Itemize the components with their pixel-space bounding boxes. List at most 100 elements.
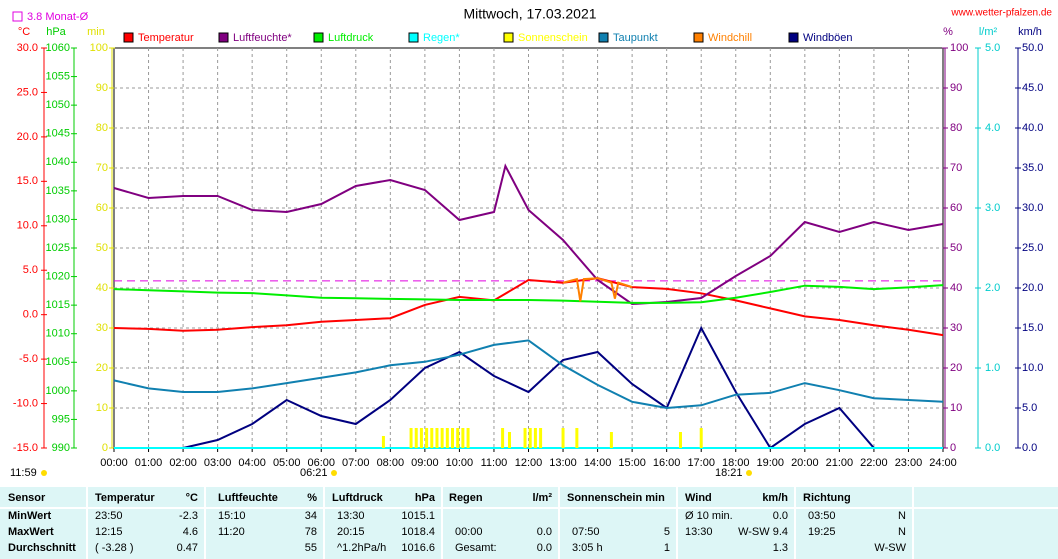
y-tick-label: 1015 [46, 299, 70, 311]
x-tick-label: 10:00 [446, 457, 474, 469]
sunshine-bar [501, 428, 505, 448]
y-tick-label: 5.0 [985, 42, 1000, 54]
table-header-cell [325, 487, 441, 507]
axis-unit: % [943, 26, 953, 38]
table-header: Regen [449, 492, 483, 504]
reference-legend-box [12, 11, 23, 22]
x-tick-label: 18:00 [722, 457, 750, 469]
axis-unit: l/m² [979, 26, 998, 38]
y-tick-label: 30.0 [17, 42, 38, 54]
table-header-cell [678, 487, 794, 507]
table-header: Luftdruck [332, 492, 384, 504]
y-tick-label: 80 [950, 122, 962, 134]
y-tick-label: 1005 [46, 356, 70, 368]
x-tick-label: 06:00 [307, 457, 335, 469]
table-cell: 0.47 [177, 542, 198, 554]
y-tick-label: 40.0 [1022, 122, 1043, 134]
table-cell: 13:30 [685, 526, 713, 538]
y-tick-label: 60 [96, 202, 108, 214]
y-tick-label: 45.0 [1022, 82, 1043, 94]
table-cell: 1016.6 [401, 542, 435, 554]
x-tick-label: 23:00 [895, 457, 923, 469]
sunshine-bar [523, 428, 527, 448]
y-tick-label: 25.0 [17, 86, 38, 98]
x-tick-label: 15:00 [618, 457, 646, 469]
y-tick-label: 5.0 [1022, 402, 1037, 414]
sunshine-bar [409, 428, 413, 448]
sunrise-time: 06:21 [300, 467, 328, 479]
y-tick-label: 60 [950, 202, 962, 214]
y-tick-label: 40 [96, 282, 108, 294]
legend-swatch [788, 32, 799, 43]
table-cell: -2.3 [179, 510, 198, 522]
x-tick-label: 22:00 [860, 457, 888, 469]
series-line [113, 163, 944, 306]
y-tick-label: 35.0 [1022, 162, 1043, 174]
table-cell: W-SW [874, 542, 906, 554]
legend-swatch [598, 32, 609, 43]
y-tick-label: 15.0 [17, 175, 38, 187]
x-tick-label: 07:00 [342, 457, 370, 469]
y-tick-label: 0 [102, 442, 108, 454]
y-tick-label: 1.0 [985, 362, 1000, 374]
x-tick-label: 04:00 [238, 457, 266, 469]
table-body-cell [796, 509, 912, 559]
x-tick-label: 09:00 [411, 457, 439, 469]
table-cell: 11:20 [218, 526, 245, 538]
table-header: °C [186, 492, 198, 504]
axis-unit: °C [18, 26, 30, 38]
y-tick-label: 1030 [46, 213, 70, 225]
y-tick-label: 90 [950, 82, 962, 94]
x-tick-label: 00:00 [100, 457, 128, 469]
y-tick-label: 40 [950, 282, 962, 294]
y-tick-label: 0 [950, 442, 956, 454]
x-tick-label: 08:00 [377, 457, 405, 469]
x-tick-label: 12:00 [515, 457, 543, 469]
sunshine-bar [575, 428, 579, 448]
table-header: hPa [415, 492, 436, 504]
table-cell: 07:50 [572, 526, 600, 538]
y-tick-label: 4.0 [985, 122, 1000, 134]
sun-icon [331, 470, 337, 476]
sunshine-bar [440, 428, 444, 448]
x-tick-label: 24:00 [929, 457, 957, 469]
y-tick-label: 995 [52, 413, 70, 425]
y-tick-label: 20 [96, 362, 108, 374]
x-tick-label: 05:00 [273, 457, 301, 469]
y-tick-label: 70 [96, 162, 108, 174]
sunshine-bar [456, 428, 460, 448]
table-cell: 1 [664, 542, 670, 554]
y-tick-label: 3.0 [985, 202, 1000, 214]
y-tick-label: 0.0 [23, 309, 38, 321]
y-tick-label: 50 [950, 242, 962, 254]
x-tick-label: 16:00 [653, 457, 681, 469]
table-body-cell [678, 509, 794, 559]
axis-unit: hPa [46, 26, 66, 38]
table-body-cell [0, 509, 86, 559]
table-header-cell [914, 487, 1058, 507]
y-tick-label: 1000 [46, 385, 70, 397]
y-tick-label: 1035 [46, 185, 70, 197]
y-tick-label: 30.0 [1022, 202, 1043, 214]
sunshine-bar [539, 428, 543, 448]
sunshine-bar [425, 428, 429, 448]
table-header: Wind [685, 492, 712, 504]
y-tick-label: 15.0 [1022, 322, 1043, 334]
y-tick-label: 1020 [46, 270, 70, 282]
table-header: Richtung [803, 492, 851, 504]
table-header-cell [443, 487, 558, 507]
table-row-label: MaxWert [8, 526, 54, 538]
legend-label: Sonnenschein [518, 32, 588, 44]
table-cell: 20:15 [337, 526, 365, 538]
table-header: Temperatur [95, 492, 155, 504]
legend-label: Regen* [423, 32, 460, 44]
table-header-cell [796, 487, 912, 507]
table-body-cell [560, 509, 676, 559]
y-tick-label: 990 [52, 442, 70, 454]
y-tick-label: 1050 [46, 99, 70, 111]
legend-swatch [218, 32, 229, 43]
sunshine-bar [414, 428, 418, 448]
legend-label: Windchill [708, 32, 752, 44]
series-line [113, 277, 944, 337]
table-header-cell [0, 487, 86, 507]
